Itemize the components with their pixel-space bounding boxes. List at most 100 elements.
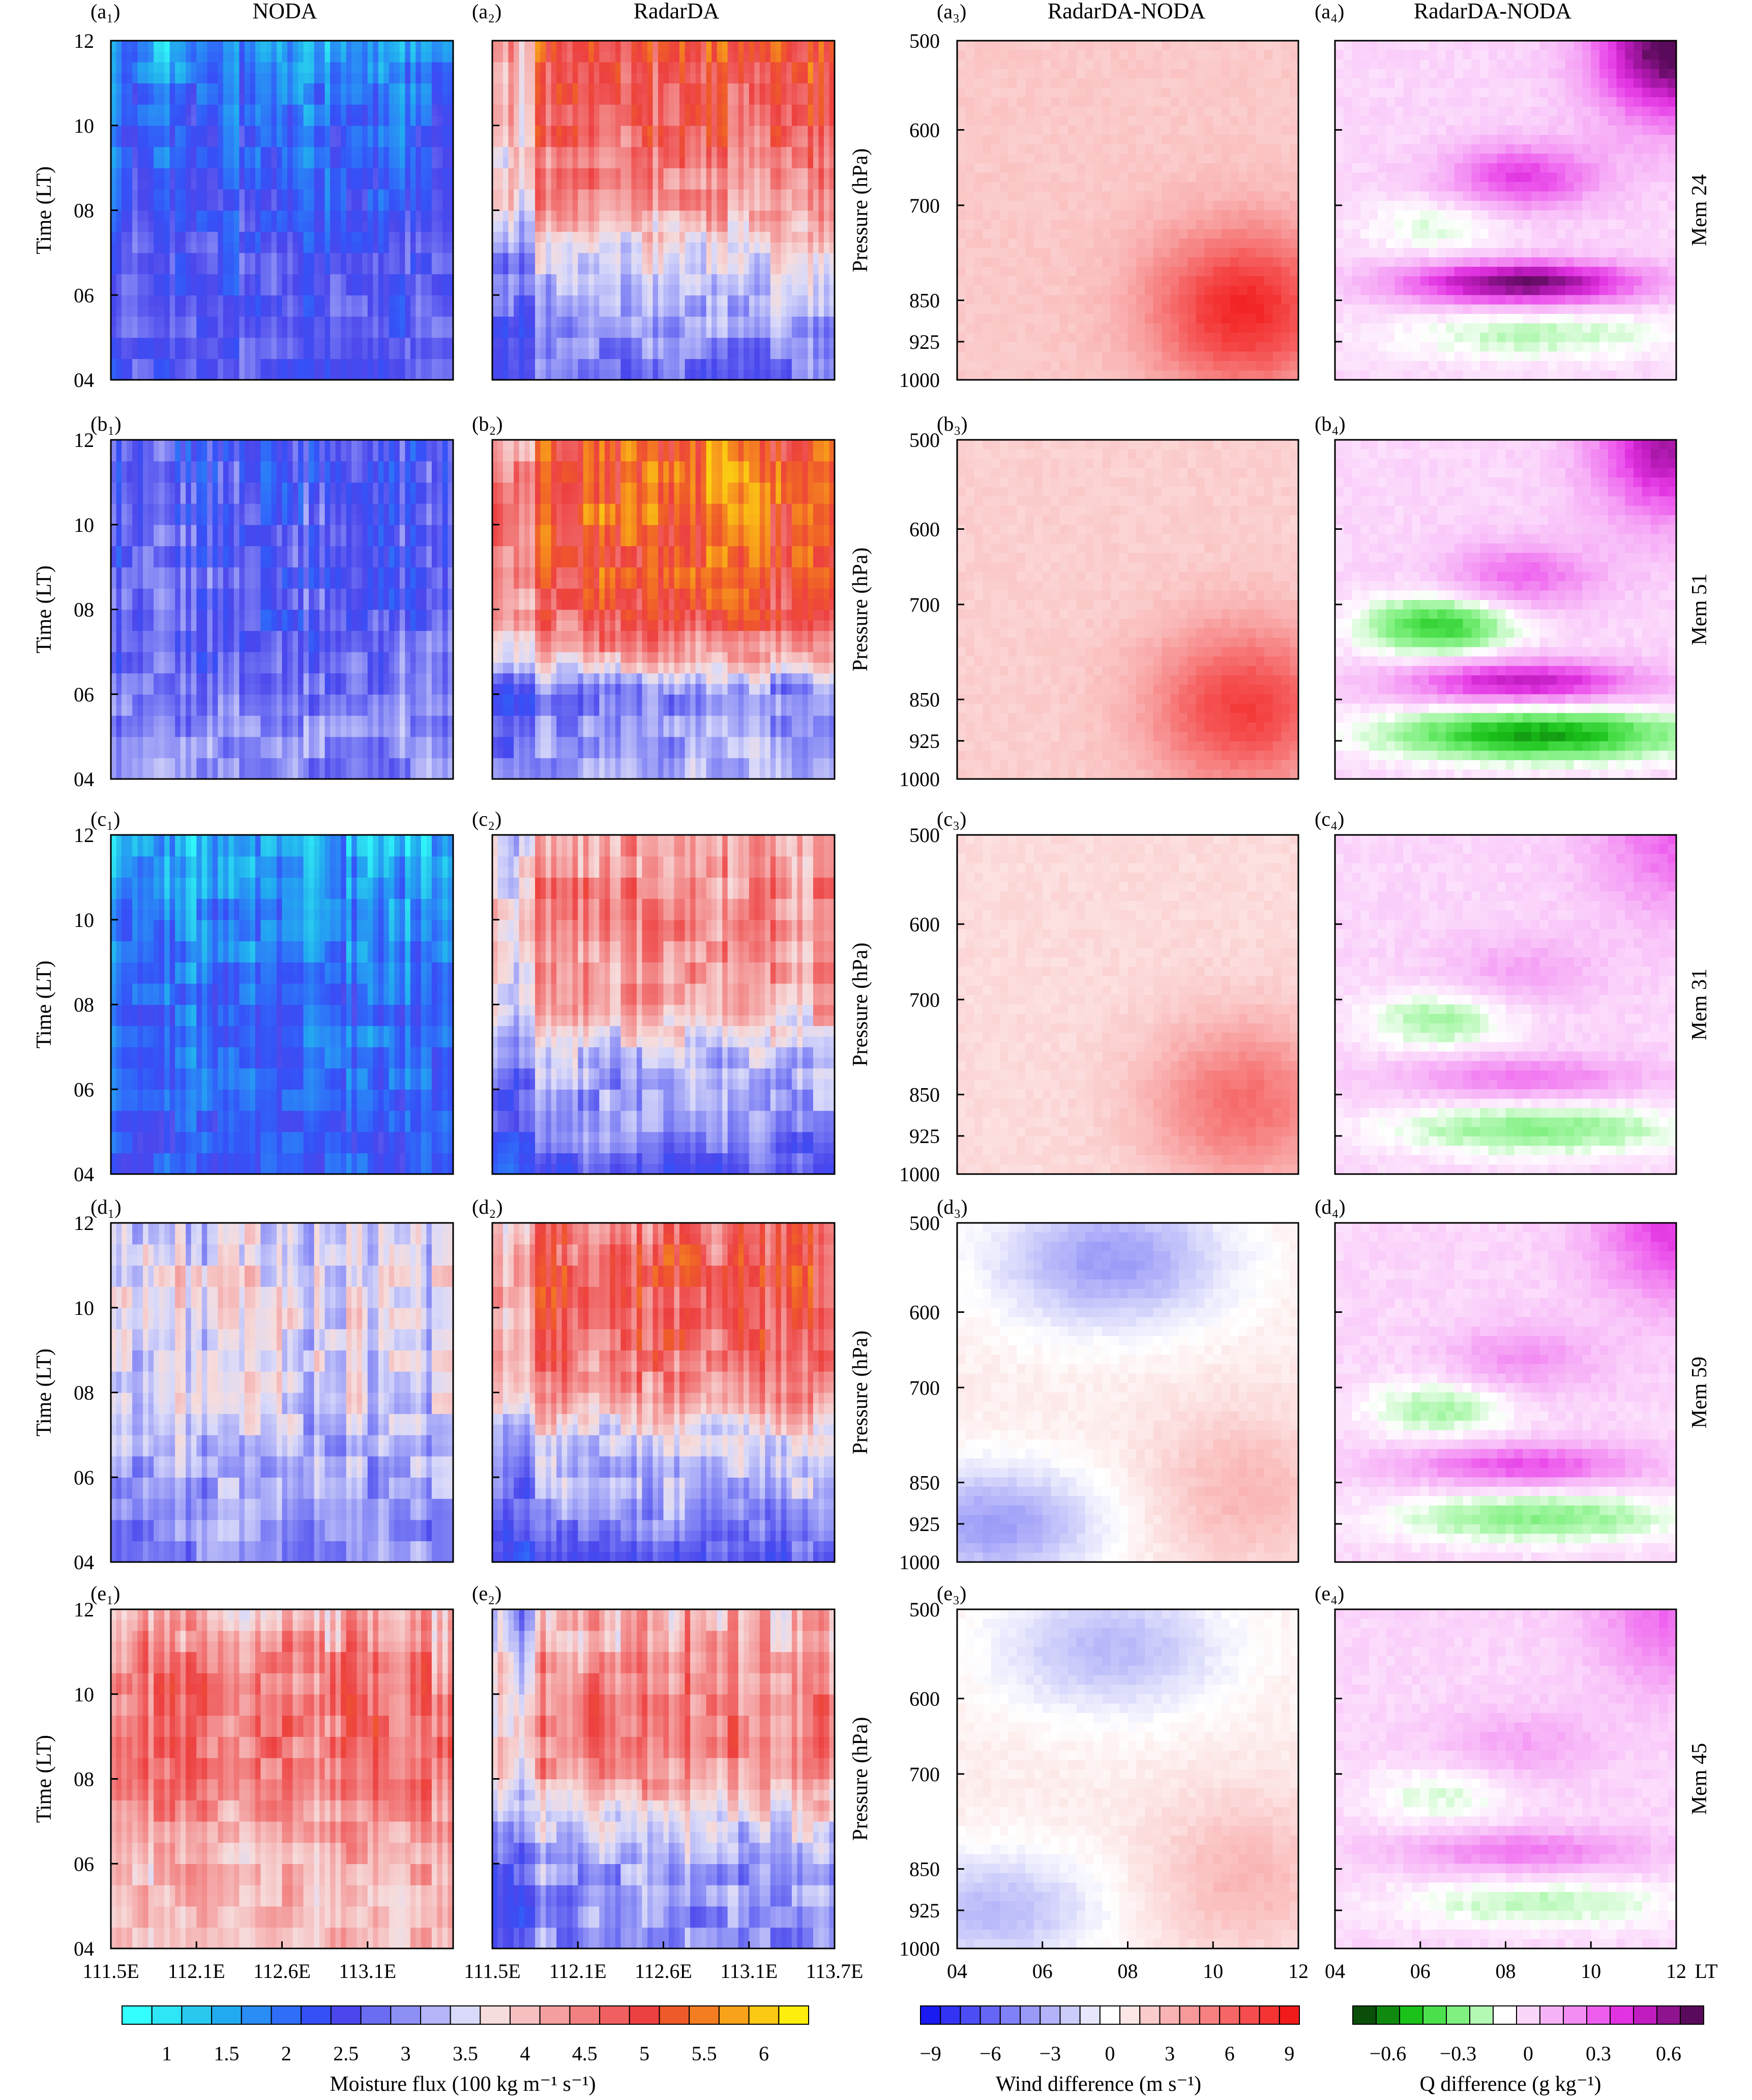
panel-c1 [110, 834, 454, 1175]
panel-label: (c₁) [91, 807, 120, 830]
panel-field [492, 835, 835, 1174]
pressure-tick: 500 [909, 1598, 940, 1621]
q-difference-colorbar-label: Q difference (g kg⁻¹) [1420, 2073, 1601, 2096]
colorbar-swatch [1680, 2005, 1704, 2025]
time-tick: 04 [1325, 1960, 1345, 1983]
colorbar-swatch [1516, 2005, 1540, 2025]
wind-difference-colorbar-label: Wind difference (m s⁻¹) [996, 2073, 1201, 2096]
panel-label: (e₄) [1315, 1582, 1344, 1605]
colorbar-tick: 0.3 [1586, 2042, 1611, 2065]
colorbar-swatch [330, 2005, 362, 2025]
panel-field [1335, 1609, 1676, 1948]
pressure-tick: 600 [909, 1301, 940, 1324]
panel-label: (b₁) [91, 412, 122, 435]
panel-field [957, 1609, 1298, 1948]
longitude-tick: 112.6E [253, 1960, 311, 1983]
colorbar-swatch [510, 2005, 541, 2025]
colorbar-swatch [211, 2005, 242, 2025]
longitude-tick: 112.1E [168, 1960, 225, 1983]
time-tick: 12 [74, 1598, 94, 1621]
time-tick: 06 [74, 683, 94, 706]
pressure-tick: 1000 [899, 1937, 940, 1960]
panel-label: (b₂) [472, 412, 503, 435]
panel-label: (a₁) [91, 0, 120, 23]
time-tick: 04 [74, 1937, 94, 1960]
pressure-tick: 925 [909, 1513, 940, 1536]
colorbar-swatch [569, 2005, 601, 2025]
panel-label: (d₂) [472, 1195, 503, 1218]
pressure-tick: 600 [909, 913, 940, 936]
longitude-tick: 111.5E [464, 1960, 520, 1983]
panel-field [111, 1609, 453, 1948]
colorbar-swatch [1563, 2005, 1587, 2025]
pressure-tick: 850 [909, 289, 940, 312]
colorbar-swatch [390, 2005, 421, 2025]
colorbar-swatch [1020, 2005, 1041, 2025]
col2-title: RadarDA [634, 0, 720, 23]
colorbar-swatch [450, 2005, 481, 2025]
pressure-tick: 500 [909, 29, 940, 52]
colorbar-tick: 0 [1105, 2042, 1115, 2065]
colorbar-swatch [960, 2005, 981, 2025]
member-label: Mem 51 [1688, 574, 1711, 645]
colorbar-tick: 9 [1284, 2042, 1294, 2065]
time-tick: 10 [74, 1297, 94, 1319]
colorbar-swatch [1352, 2005, 1377, 2025]
time-tick: 08 [1118, 1960, 1138, 1983]
time-tick: 08 [74, 1382, 94, 1404]
panel-c4 [1334, 834, 1677, 1175]
moisture-flux-colorbar: 1 1.5 2 2.5 3 3.5 4 4.5 5 5.5 6 [122, 2005, 810, 2065]
member-label: Mem 31 [1688, 969, 1711, 1040]
colorbar-swatch [1539, 2005, 1564, 2025]
colorbar-swatch [181, 2005, 213, 2025]
panel-d1 [110, 1222, 454, 1563]
pressure-tick: 925 [909, 1125, 940, 1148]
colorbar-swatch [940, 2005, 961, 2025]
panel-frame [956, 1222, 1299, 1563]
panel-e4 [1334, 1608, 1677, 1949]
panel-field [1335, 835, 1676, 1174]
colorbar-swatch [301, 2005, 332, 2025]
col4-title: RadarDA-NODA [1414, 0, 1572, 23]
colorbar-swatch [689, 2005, 720, 2025]
colorbar-swatch [1219, 2005, 1240, 2025]
colorbar-swatch [1159, 2005, 1180, 2025]
colorbar-tick: 3 [401, 2042, 411, 2065]
panel-a2 [491, 40, 836, 381]
time-axis-label: Time (LT) [33, 166, 56, 254]
colorbar-tick: 4 [520, 2042, 530, 2065]
panel-frame [956, 439, 1299, 780]
lt-unit: LT [1695, 1960, 1717, 1983]
time-tick: 10 [1581, 1960, 1601, 1983]
panel-label: (b₃) [937, 412, 968, 435]
pressure-tick: 850 [909, 1084, 940, 1106]
colorbar-tick: 0.6 [1656, 2042, 1681, 2065]
pressure-axis-label: Pressure (hPa) [849, 943, 872, 1067]
panel-field [492, 1223, 835, 1562]
time-tick: 04 [74, 369, 94, 392]
colorbar-tick: −0.6 [1370, 2042, 1407, 2065]
colorbar-tick: 4.5 [572, 2042, 598, 2065]
colorbar-tick: 6 [1225, 2042, 1235, 2065]
panel-e1 [110, 1608, 454, 1949]
time-tick: 08 [74, 199, 94, 222]
panel-label: (c₄) [1315, 807, 1344, 830]
pressure-tick: 700 [909, 1376, 940, 1399]
panel-label: (c₂) [472, 807, 501, 830]
member-label: Mem 45 [1688, 1743, 1711, 1815]
colorbar-tick: 6 [759, 2042, 769, 2065]
pressure-tick: 925 [909, 730, 940, 753]
panel-field [492, 1609, 835, 1948]
colorbar-swatch [1446, 2005, 1470, 2025]
pressure-axis-label: Pressure (hPa) [849, 548, 872, 672]
panel-b2 [491, 439, 836, 780]
colorbar-swatch [599, 2005, 630, 2025]
colorbar-swatch [1493, 2005, 1517, 2025]
colorbar-tick: 0 [1523, 2042, 1533, 2065]
panel-b4 [1334, 439, 1677, 780]
time-tick: 06 [1032, 1960, 1053, 1983]
colorbar-swatch [1239, 2005, 1260, 2025]
colorbar-swatch [1279, 2005, 1300, 2025]
colorbar-swatch [778, 2005, 810, 2025]
